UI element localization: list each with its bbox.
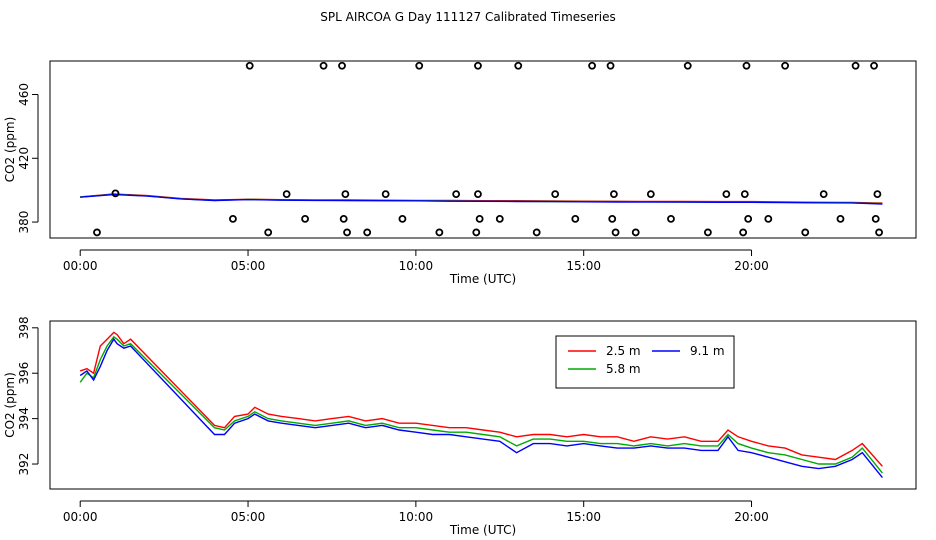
x-tick-label: 00:00 xyxy=(63,259,98,273)
outlier-point xyxy=(111,189,120,198)
outlier-point xyxy=(781,61,789,70)
x-tick-label: 15:00 xyxy=(566,259,601,273)
y-tick-label: 396 xyxy=(17,362,31,385)
legend-label: 5.8 m xyxy=(606,362,641,376)
outlier-point xyxy=(532,228,541,237)
legend-box xyxy=(555,335,735,389)
y-tick-label: 398 xyxy=(17,316,31,339)
chart-title: SPL AIRCOA G Day 111127 Calibrated Times… xyxy=(320,10,616,24)
outlier-point xyxy=(282,190,291,199)
outlier-point xyxy=(245,61,254,70)
outlier-point xyxy=(608,214,617,223)
outlier-point xyxy=(398,214,407,223)
y-axis-label: CO2 (ppm) xyxy=(3,117,17,183)
plot-frame xyxy=(49,60,917,239)
outlier-point xyxy=(873,190,882,199)
legend-label: 2.5 m xyxy=(606,344,641,358)
outlier-point xyxy=(415,61,424,70)
outlier-point xyxy=(739,228,748,237)
outlier-point xyxy=(475,214,484,223)
outlier-point xyxy=(744,214,753,223)
x-axis-label: Time (UTC) xyxy=(449,272,516,286)
outlier-point xyxy=(514,61,523,70)
outlier-point xyxy=(606,61,615,70)
outlier-point xyxy=(870,61,878,70)
x-tick-label: 20:00 xyxy=(734,259,769,273)
outlier-point xyxy=(851,61,860,70)
x-tick-label: 00:00 xyxy=(63,510,98,524)
outlier-point xyxy=(588,61,596,70)
outlier-point xyxy=(871,214,880,223)
outlier-point xyxy=(474,190,482,199)
outlier-point xyxy=(264,228,273,237)
outlier-point xyxy=(836,214,845,223)
y-tick-label: 394 xyxy=(17,407,31,430)
outlier-point xyxy=(341,190,350,199)
outlier-point xyxy=(93,228,101,237)
outlier-point xyxy=(683,61,692,70)
outlier-point xyxy=(610,190,618,199)
outlier-point xyxy=(381,190,390,199)
outlier-point xyxy=(611,228,620,237)
plot-frame xyxy=(49,320,917,490)
outlier-point xyxy=(435,228,444,237)
series-line-9-1-m xyxy=(80,193,883,205)
outlier-point xyxy=(339,214,348,223)
outlier-point xyxy=(495,214,504,223)
outlier-point xyxy=(742,61,751,70)
outlier-point xyxy=(343,228,351,237)
outlier-point xyxy=(551,190,560,199)
bottom-panel: 00:00 05:00 10:00 15:00 20:00 Time (UTC) 392 39… xyxy=(3,316,917,537)
x-tick-label: 10:00 xyxy=(399,510,434,524)
top-panel: 00:00 05:00 10:00 15:00 20:00 Time (UTC) 380 42… xyxy=(3,60,917,286)
x-tick-label: 05:00 xyxy=(231,510,266,524)
y-axis-label: CO2 (ppm) xyxy=(3,372,17,438)
outlier-point xyxy=(722,190,731,199)
outlier-point xyxy=(338,61,346,70)
x-tick-label: 10:00 xyxy=(399,259,434,273)
outlier-point xyxy=(703,228,712,237)
outlier-point xyxy=(571,214,580,223)
outlier-point xyxy=(474,61,482,70)
outlier-point xyxy=(646,190,655,199)
y-tick-label: 392 xyxy=(17,453,31,476)
outlier-point xyxy=(801,228,810,237)
x-axis-label: Time (UTC) xyxy=(449,523,516,537)
series-line-5-8-m xyxy=(79,335,883,474)
outlier-point xyxy=(363,228,372,237)
y-tick-label: 420 xyxy=(17,147,31,170)
legend: 2.5 m 9.1 m 5.8 m xyxy=(555,335,735,389)
x-tick-label: 05:00 xyxy=(231,259,266,273)
outlier-point xyxy=(319,61,328,70)
x-tick-label: 20:00 xyxy=(734,510,769,524)
outlier-point xyxy=(875,228,883,237)
outlier-point xyxy=(229,214,237,223)
outlier-point xyxy=(452,190,461,199)
outlier-point xyxy=(667,214,675,223)
outlier-point xyxy=(631,228,640,237)
y-tick-label: 460 xyxy=(17,83,31,106)
outlier-point xyxy=(472,228,481,237)
outlier-point xyxy=(819,190,828,199)
y-tick-label: 380 xyxy=(17,211,31,234)
legend-label: 9.1 m xyxy=(690,344,725,358)
x-tick-label: 15:00 xyxy=(566,510,601,524)
series-line-2-5-m xyxy=(79,331,883,467)
outlier-point xyxy=(301,214,310,223)
outlier-point xyxy=(764,214,773,223)
series-line-9-1-m xyxy=(79,337,883,479)
outlier-point xyxy=(740,190,749,199)
